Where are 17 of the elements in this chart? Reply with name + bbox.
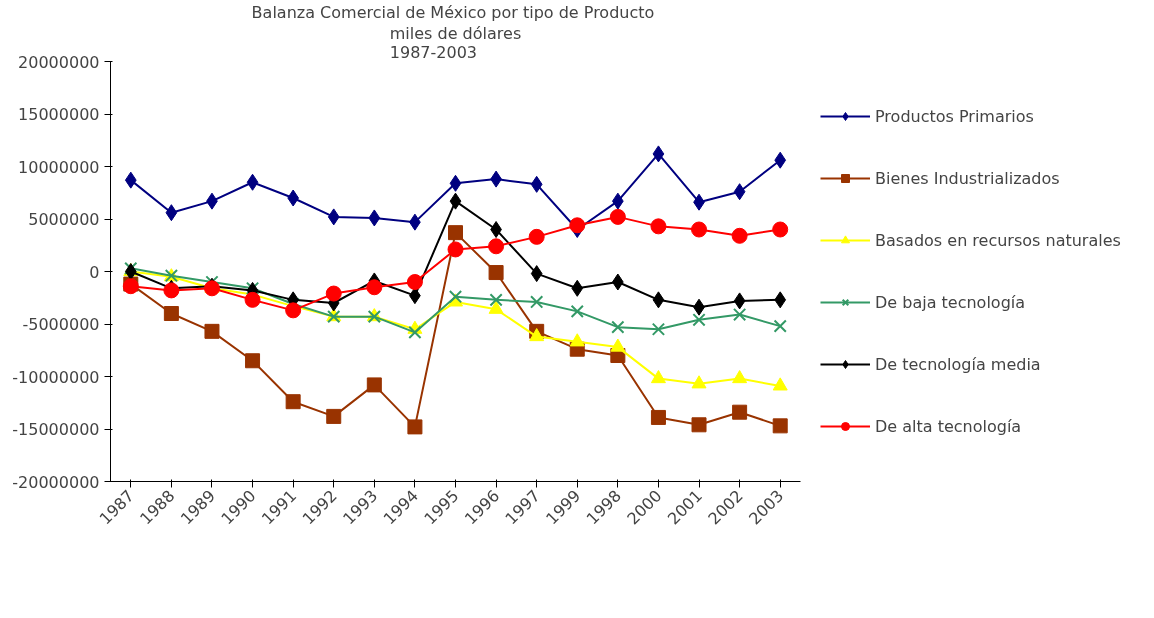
y-tick-label: 20000000 — [18, 52, 100, 72]
y-tick-label: 0 — [89, 262, 100, 282]
legend-label: De alta tecnología — [875, 416, 1022, 436]
y-tick-label: 15000000 — [18, 105, 100, 124]
legend-label: Bienes Industrializados — [875, 168, 1060, 188]
y-tick-label: -20000000 — [12, 472, 100, 492]
legend-label: Productos Primarios — [875, 106, 1034, 126]
y-tick-label: 10000000 — [18, 157, 100, 177]
y-tick-label: -10000000 — [12, 367, 100, 387]
legend-label: De tecnología media — [875, 354, 1041, 374]
y-tick-label: 5000000 — [28, 210, 100, 229]
chart-title: Balanza Comercial de México por tipo de Producto — [251, 2, 655, 22]
chart-subtitle: miles de dólares 1987-2003 — [389, 23, 522, 62]
legend-label: Basados en recursos naturales — [875, 230, 1121, 250]
y-tick-label: -15000000 — [12, 420, 100, 439]
y-tick-label: -5000000 — [22, 315, 100, 334]
legend-label: De baja tecnología — [875, 292, 1026, 312]
